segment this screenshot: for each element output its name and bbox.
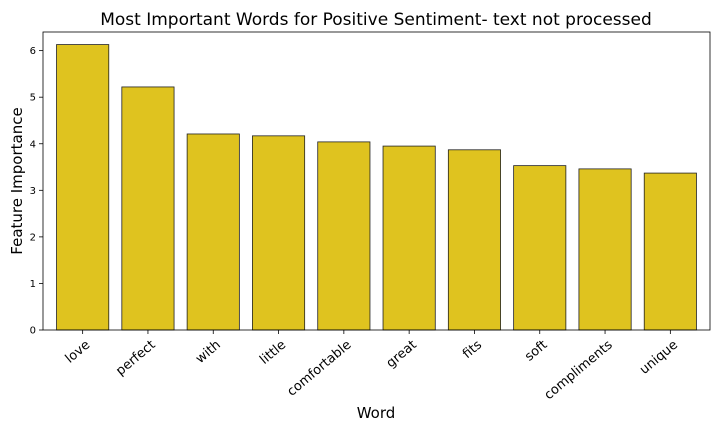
plot-frame: [42, 31, 711, 331]
bar-fits: [447, 149, 501, 331]
chart-title: Most Important Words for Positive Sentim…: [100, 10, 652, 30]
bar-unique: [643, 172, 697, 331]
bar-with: [186, 133, 240, 331]
y-tick-label: 4: [30, 139, 36, 150]
y-axis-ticks: 0 1 2 3 4 5 6: [30, 46, 43, 337]
x-tick-label: great: [384, 338, 420, 372]
x-tick-label: little: [257, 338, 289, 368]
y-axis-label: Feature Importance: [8, 107, 26, 254]
x-tick-label: comfortable: [285, 338, 355, 400]
x-tick-label: fits: [460, 337, 485, 362]
x-axis-label: Word: [357, 404, 396, 422]
y-tick-label: 2: [30, 232, 36, 243]
x-tick-label: perfect: [113, 338, 158, 379]
y-tick-label: 1: [30, 279, 36, 290]
y-tick-label: 3: [30, 186, 36, 197]
bar-comfortable: [317, 141, 371, 331]
x-tick-label: with: [193, 338, 224, 367]
x-tick-label: unique: [637, 338, 681, 378]
bar-soft: [513, 165, 567, 331]
x-tick-label: compliments: [542, 337, 616, 403]
x-tick-label: love: [63, 338, 94, 367]
y-tick-label: 5: [30, 93, 36, 104]
bar-little: [252, 135, 306, 331]
bar-compliments: [578, 168, 632, 331]
y-tick-label: 0: [30, 326, 36, 337]
bar-perfect: [121, 86, 175, 331]
bar-great: [382, 145, 436, 331]
y-tick-label: 6: [30, 46, 36, 57]
bar-love: [56, 44, 110, 331]
x-tick-label: soft: [522, 338, 550, 365]
